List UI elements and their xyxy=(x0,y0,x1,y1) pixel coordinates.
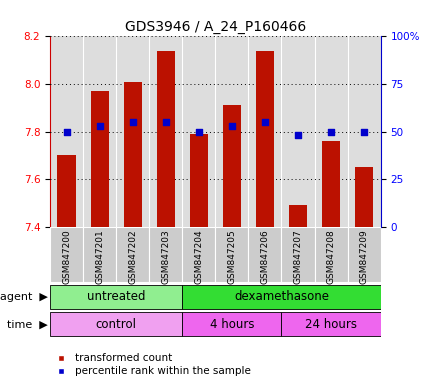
Bar xyxy=(83,36,116,227)
Text: GSM847209: GSM847209 xyxy=(359,229,368,284)
Bar xyxy=(255,51,273,227)
Bar xyxy=(182,36,215,227)
Bar xyxy=(215,227,248,282)
Text: GSM847203: GSM847203 xyxy=(161,229,170,284)
Bar xyxy=(281,312,380,336)
Bar xyxy=(50,285,182,309)
Bar xyxy=(248,227,281,282)
Text: 24 hours: 24 hours xyxy=(304,318,356,331)
Text: GSM847205: GSM847205 xyxy=(227,229,236,284)
Text: GSM847201: GSM847201 xyxy=(95,229,104,284)
Text: control: control xyxy=(95,318,136,331)
Bar xyxy=(57,155,76,227)
Text: GSM847202: GSM847202 xyxy=(128,229,137,284)
Bar xyxy=(189,134,207,227)
Point xyxy=(63,129,70,135)
Bar xyxy=(123,82,141,227)
Text: GSM847208: GSM847208 xyxy=(326,229,335,284)
Bar xyxy=(347,227,380,282)
Text: dexamethasone: dexamethasone xyxy=(233,290,328,303)
Bar xyxy=(182,285,380,309)
Bar xyxy=(288,205,306,227)
Bar xyxy=(314,36,347,227)
Bar xyxy=(215,36,248,227)
Bar xyxy=(248,36,281,227)
Bar xyxy=(90,91,108,227)
Bar xyxy=(281,227,314,282)
Legend: transformed count, percentile rank within the sample: transformed count, percentile rank withi… xyxy=(51,353,250,376)
Bar xyxy=(156,51,174,227)
Point xyxy=(129,119,136,125)
Point xyxy=(261,119,268,125)
Text: agent  ▶: agent ▶ xyxy=(0,292,48,302)
Text: 4 hours: 4 hours xyxy=(209,318,253,331)
Title: GDS3946 / A_24_P160466: GDS3946 / A_24_P160466 xyxy=(125,20,305,34)
Point xyxy=(294,132,301,138)
Bar xyxy=(182,227,215,282)
Bar xyxy=(116,36,149,227)
Bar xyxy=(314,227,347,282)
Point xyxy=(96,123,103,129)
Bar xyxy=(149,36,182,227)
Bar xyxy=(116,227,149,282)
Bar xyxy=(347,36,380,227)
Bar xyxy=(354,167,372,227)
Point xyxy=(327,129,334,135)
Text: untreated: untreated xyxy=(87,290,145,303)
Text: GSM847206: GSM847206 xyxy=(260,229,269,284)
Text: GSM847204: GSM847204 xyxy=(194,229,203,284)
Bar xyxy=(321,141,339,227)
Point xyxy=(162,119,169,125)
Bar xyxy=(50,312,182,336)
Bar xyxy=(50,227,83,282)
Point xyxy=(195,129,202,135)
Text: time  ▶: time ▶ xyxy=(7,319,48,329)
Bar xyxy=(149,227,182,282)
Point xyxy=(360,129,367,135)
Point xyxy=(228,123,235,129)
Bar xyxy=(50,36,83,227)
Bar xyxy=(281,36,314,227)
Bar xyxy=(83,227,116,282)
Text: GSM847200: GSM847200 xyxy=(62,229,71,284)
Bar xyxy=(222,105,240,227)
Bar xyxy=(182,312,281,336)
Text: GSM847207: GSM847207 xyxy=(293,229,302,284)
